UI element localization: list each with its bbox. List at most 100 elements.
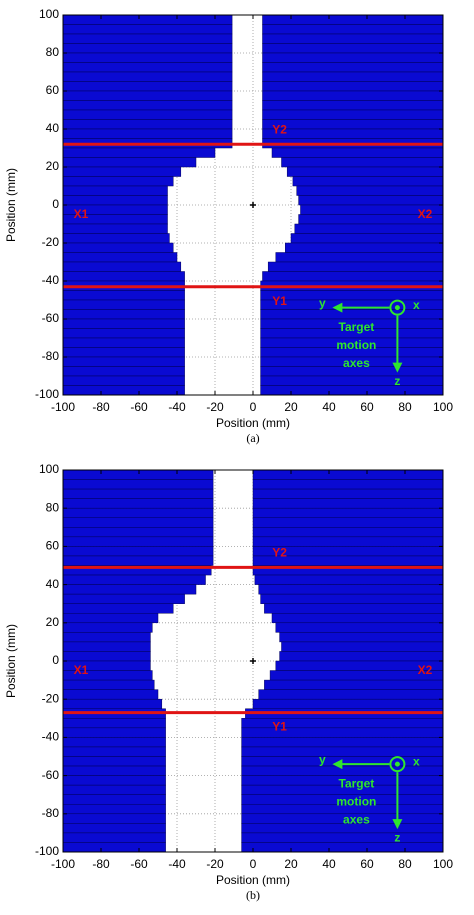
x-tick-label: -60 (130, 400, 148, 414)
leaf-x1 (62, 24, 233, 35)
leaf-x1 (62, 176, 174, 187)
leaf-x1 (62, 347, 185, 358)
y-tick-label: 60 (46, 539, 60, 553)
leaf-x1 (62, 271, 185, 282)
bank-label: X2 (418, 663, 433, 677)
x-axis-title: Position (mm) (216, 416, 290, 430)
leaf-x2 (292, 176, 444, 187)
leaf-x1 (62, 309, 185, 320)
leaf-x2 (279, 632, 444, 643)
leaf-x1 (62, 52, 233, 63)
x-tick-label: -100 (51, 400, 75, 414)
leaf-x1 (62, 318, 185, 329)
icon-circle (389, 299, 406, 316)
leaf-x2 (264, 679, 444, 690)
leaf-x1 (62, 517, 214, 528)
leaf-x2 (262, 109, 444, 120)
x-tick-label: 100 (433, 857, 453, 871)
y-tick-label: 20 (46, 615, 60, 629)
leaf-x1 (62, 718, 166, 729)
leaf-x1 (62, 337, 185, 348)
leaf-x2 (275, 252, 444, 263)
icon-caption: Target (339, 320, 375, 334)
leaf-x1 (62, 622, 153, 633)
jaw-label: Y1 (272, 720, 287, 734)
y-tick-label: 100 (39, 7, 59, 21)
leaf-x2 (252, 698, 444, 710)
leaf-x2 (262, 271, 444, 282)
jaw-label: Y1 (272, 294, 287, 308)
leaf-x1 (62, 746, 166, 757)
y-tick-label: 100 (39, 462, 59, 476)
leaf-x2 (281, 641, 444, 652)
leaf-x1 (62, 479, 214, 490)
x-axis-title: Position (mm) (216, 873, 290, 887)
leaf-x1 (62, 71, 233, 82)
leaf-x2 (262, 62, 444, 73)
leaf-x1 (62, 651, 151, 662)
leaf-x1 (62, 832, 166, 843)
bank-label: X1 (74, 663, 89, 677)
x-tick-label: 60 (360, 857, 374, 871)
leaf-x2 (252, 469, 444, 480)
leaf-x1 (62, 33, 233, 44)
isocenter (250, 202, 256, 208)
leaf-x1 (62, 252, 178, 263)
icon-label: x (413, 298, 420, 312)
y-tick-label: -20 (42, 235, 60, 249)
bank-label: X2 (418, 207, 433, 221)
x-tick-label: 60 (360, 400, 374, 414)
leaf-x2 (262, 81, 444, 92)
caption: (a) (246, 431, 259, 445)
leaf-x1 (62, 727, 166, 738)
x-tick-label: 40 (322, 400, 336, 414)
x-tick-label: -100 (51, 857, 75, 871)
icon-caption: motion (336, 338, 376, 352)
leaf-x2 (262, 100, 444, 111)
leaf-x1 (62, 632, 151, 643)
leaf-x2 (260, 593, 444, 604)
leaf-x1 (62, 90, 233, 101)
icon-caption: motion (336, 794, 376, 808)
leaf-x2 (285, 242, 444, 253)
leaf-x2 (262, 33, 444, 44)
leaf-x2 (252, 507, 444, 519)
isocenter (250, 658, 256, 664)
leaf-x1 (62, 679, 155, 690)
leaf-x2 (296, 185, 444, 196)
leaf-x1 (62, 794, 166, 805)
leaf-x2 (279, 651, 444, 662)
icon-label: y (319, 752, 326, 766)
leaf-x2 (271, 147, 444, 158)
leaf-x1 (62, 527, 214, 538)
x-tick-label: 0 (250, 857, 257, 871)
x-tick-label: -60 (130, 857, 148, 871)
leaf-x1 (62, 546, 214, 557)
leaf-x1 (62, 823, 166, 834)
bank-label: X1 (74, 207, 89, 221)
leaf-x1 (62, 775, 166, 786)
leaf-x1 (62, 842, 166, 853)
leaf-x1 (62, 385, 185, 396)
x-tick-label: -40 (168, 400, 186, 414)
leaf-x1 (62, 375, 185, 386)
x-tick-label: 20 (284, 857, 298, 871)
leaf-x2 (252, 488, 444, 499)
leaf-x1 (62, 43, 233, 54)
caption: (b) (246, 888, 260, 902)
y-tick-label: -100 (35, 387, 59, 401)
y-tick-label: 0 (52, 197, 59, 211)
leaf-x1 (62, 641, 151, 652)
y-tick-label: 40 (46, 577, 60, 591)
leaf-x2 (241, 737, 444, 748)
leaf-x1 (62, 765, 166, 776)
y-axis-title: Position (mm) (4, 168, 18, 242)
y-tick-label: 0 (52, 653, 59, 667)
leaf-x1 (62, 223, 168, 234)
y-axis-title: Position (mm) (4, 624, 18, 698)
leaf-x1 (62, 469, 214, 480)
leaf-x2 (252, 517, 444, 528)
leaf-x1 (62, 14, 233, 25)
leaf-x1 (62, 574, 206, 585)
icon-caption: Target (339, 776, 375, 790)
